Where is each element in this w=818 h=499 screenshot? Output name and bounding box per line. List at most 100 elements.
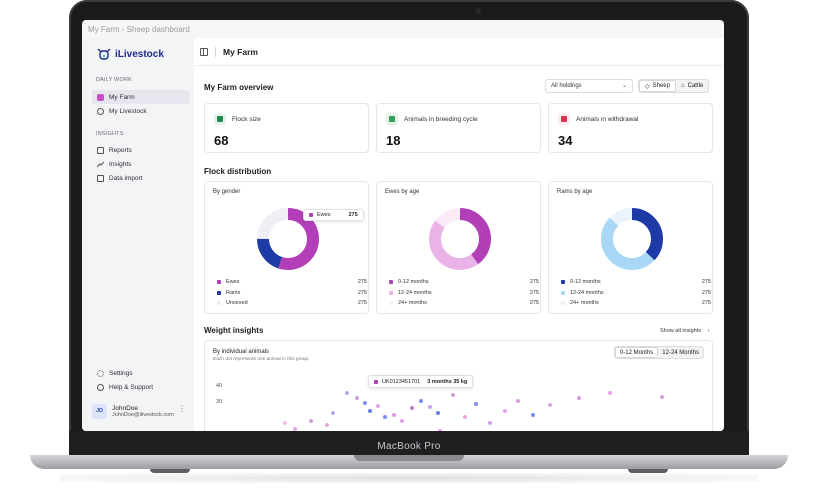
tooltip-animal-id: UK0123451701 (382, 378, 421, 385)
scatter-point[interactable] (516, 399, 520, 403)
legend-value: 275 (357, 279, 367, 286)
stat-card-flock-size[interactable]: Flock size 68 (204, 103, 369, 153)
scatter-point[interactable] (355, 396, 359, 400)
user-name: JohnDoe (112, 404, 139, 412)
legend-item: 24+ months 275 (389, 298, 539, 309)
scatter-point[interactable] (376, 404, 380, 408)
laptop-notch (354, 455, 464, 461)
sidebar-item-my-livestock[interactable]: My Livestock (92, 104, 190, 118)
scatter-point[interactable] (410, 406, 414, 410)
breeding-icon (386, 113, 398, 125)
holdings-select[interactable]: All holdings ⌄ (545, 79, 633, 93)
chart-legend: 0-12 months 275 12-24 months 275 24+ month… (389, 277, 539, 309)
scatter-point[interactable] (428, 405, 432, 409)
tab-cattle[interactable]: ⌂ Cattle (676, 80, 708, 92)
scatter-point[interactable] (488, 421, 492, 425)
brand-name: iLivestock (115, 48, 164, 60)
sidebar-item-label: Settings (109, 369, 133, 377)
donut-slice-12-24-months[interactable] (429, 208, 491, 270)
sidebar-item-insights[interactable]: Insights (92, 157, 190, 171)
scatter-point[interactable] (660, 395, 664, 399)
scatter-point[interactable] (503, 409, 507, 413)
sidebar-toggle-icon[interactable] (200, 47, 208, 56)
scatter-point[interactable] (548, 403, 552, 407)
sidebar-item-reports[interactable]: Reports (92, 143, 190, 157)
scatter-point[interactable] (400, 419, 404, 423)
donut-slice-rams[interactable] (257, 208, 319, 270)
user-menu[interactable]: JD JohnDoe JohnDoe@ilivestock.com ⋮ (92, 400, 190, 422)
sidebar-item-my-farm[interactable]: My Farm (92, 90, 190, 104)
scatter-point[interactable] (531, 413, 535, 417)
tab-0-12-months[interactable]: 0-12 Months (614, 347, 659, 358)
donut-slice-12-24-months[interactable] (601, 208, 663, 270)
scatter-point[interactable] (419, 399, 423, 403)
import-icon (97, 174, 104, 182)
scatter-point[interactable] (463, 415, 467, 419)
scatter-point[interactable] (474, 402, 478, 406)
donut-slice-unsexed[interactable] (257, 208, 319, 270)
legend-item: 12-24 months 275 (561, 288, 711, 299)
scatter-point[interactable] (363, 401, 367, 405)
stat-card-withdrawal[interactable]: Animals in withdrawal 34 (548, 103, 713, 153)
sidebar-item-label: Data import (109, 174, 143, 182)
sidebar-item-settings[interactable]: Settings (92, 366, 190, 380)
device-label: MacBook Pro (377, 441, 441, 452)
donut-slice-24-months[interactable] (429, 208, 491, 270)
stat-label: Animals in withdrawal (576, 115, 639, 123)
laptop-foot-left (150, 469, 190, 473)
home-icon (97, 93, 104, 101)
holdings-select-value: All holdings (551, 83, 582, 89)
tooltip-swatch (309, 213, 313, 217)
brand-logo[interactable]: iLivestock (96, 47, 164, 61)
y-tick-label: 30 (216, 399, 223, 405)
sidebar-item-label: Reports (109, 146, 132, 154)
document-icon (97, 146, 104, 154)
laptop-base (30, 455, 788, 469)
scatter-point[interactable] (436, 411, 440, 415)
scatter-point[interactable] (608, 391, 612, 395)
scatter-point[interactable] (325, 423, 329, 427)
tab-12-24-months[interactable]: 12-24 Months (662, 349, 699, 356)
section-daily-work: DAILY WORK (96, 77, 133, 83)
stat-header: Animals in withdrawal (558, 113, 639, 125)
sidebar-item-help[interactable]: Help & Support (92, 380, 190, 394)
chart-tooltip: Ewes 275 (303, 209, 364, 221)
stat-card-breeding-cycle[interactable]: Animals in breeding cycle 18 (376, 103, 541, 153)
stat-label: Flock size (232, 115, 261, 123)
donut-slice-24-months[interactable] (601, 208, 663, 270)
scatter-point[interactable] (577, 396, 581, 400)
chevron-down-icon: ⌄ (621, 83, 627, 89)
legend-label: 0-12 months (570, 279, 601, 286)
scatter-point[interactable] (331, 411, 335, 415)
scatter-point[interactable] (392, 413, 396, 417)
tooltip-value: 3 months 35 kg (427, 378, 468, 385)
legend-swatch (561, 290, 565, 295)
scatter-point[interactable] (293, 427, 297, 431)
stat-value: 68 (214, 133, 229, 148)
show-all-insights-link[interactable]: Show all insights › (660, 328, 709, 334)
chart-card-by-gender: By gender Ewes 275 Ewes 275 Rams 275 Unsex… (204, 181, 369, 314)
more-options-icon[interactable]: ⋮ (178, 404, 186, 413)
tooltip-label: Ewes (317, 212, 331, 218)
scatter-point[interactable] (368, 409, 372, 413)
scatter-point[interactable] (451, 393, 455, 397)
age-range-tabs: 0-12 Months 12-24 Months (613, 346, 704, 359)
legend-value: 275 (701, 300, 711, 307)
legend-label: 24+ months (570, 300, 599, 307)
scatter-point[interactable] (309, 419, 313, 423)
app-window: My Farm - Sheep dashboard iLivestock DAI… (82, 20, 724, 431)
scatter-point[interactable] (383, 415, 387, 419)
scatter-point[interactable] (345, 391, 349, 395)
scatter-point[interactable] (283, 421, 287, 425)
sidebar-item-label: My Livestock (109, 107, 147, 115)
weight-title: Weight insights (204, 326, 264, 335)
legend-swatch (561, 301, 565, 306)
scatter-point[interactable] (438, 429, 442, 431)
chart-card-ewes-by-age: Ewes by age 0-12 months 275 12-24 months 2… (376, 181, 541, 314)
tab-sheep[interactable]: ◇ Sheep (639, 80, 676, 92)
weight-panel: By individual animals Each dot represent… (204, 340, 713, 431)
species-switch: ◇ Sheep ⌂ Cattle (638, 79, 710, 93)
sidebar-item-data-import[interactable]: Data import (92, 171, 190, 185)
legend-value: 275 (357, 300, 367, 307)
